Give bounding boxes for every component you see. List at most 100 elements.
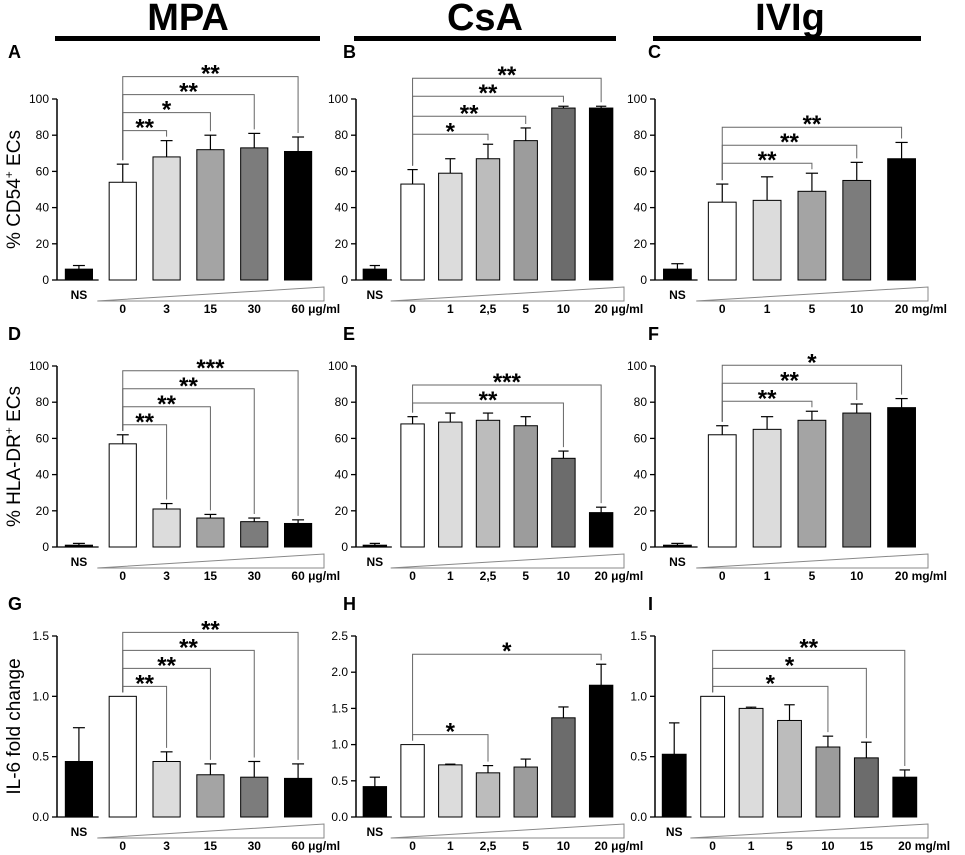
bar-1 <box>752 428 782 548</box>
dose-wedge <box>390 553 625 569</box>
bar-0 <box>700 695 726 818</box>
y-tick-label: 20 <box>634 237 648 251</box>
x-tick-label: 3 <box>163 302 170 316</box>
y-tick-label: 60 <box>36 164 50 178</box>
significance-star: ** <box>179 79 198 106</box>
dose-wedge <box>97 286 325 302</box>
x-tick-label: 5 <box>522 839 529 853</box>
x-tick-label: 1 <box>447 839 454 853</box>
y-tick-label: 2.5 <box>331 629 348 643</box>
y-tick-label: 80 <box>36 395 50 409</box>
significance-star: ** <box>758 147 777 174</box>
x-tick-label: 3 <box>163 839 170 853</box>
y-axis-label: % HLA-DR+ ECs <box>2 386 25 527</box>
panel-h: H 0.0 0.5 1.0 1.5 2.0 2.5 NS 0 1 2,5 5 10 20 μg/ml * * <box>331 594 643 853</box>
y-tick-label: 0.0 <box>331 810 348 824</box>
x-tick-label: 0 <box>409 569 416 583</box>
bar-5 <box>513 140 538 281</box>
x-tick-label: 0 <box>409 839 416 853</box>
unit-label: mg/ml <box>912 569 947 583</box>
unit-label: μg/ml <box>611 302 643 316</box>
bar-60 <box>283 150 313 281</box>
y-tick-label: 0.5 <box>32 750 49 764</box>
bar-5 <box>777 719 802 818</box>
x-label-ns: NS <box>71 288 88 302</box>
bar-10 <box>551 717 576 818</box>
panel-letter: A <box>8 42 21 62</box>
column-rule-ivig <box>653 36 921 41</box>
bar-3 <box>152 760 181 818</box>
significance-star: ** <box>803 111 822 138</box>
significance-star: ** <box>179 634 198 661</box>
bar-5 <box>513 425 538 548</box>
x-tick-label: 10 <box>850 569 864 583</box>
y-tick-label: 1.5 <box>32 629 49 643</box>
x-tick-label: 15 <box>860 839 874 853</box>
significance-bracket <box>122 649 255 758</box>
dose-wedge <box>97 823 325 839</box>
y-tick-label: 40 <box>335 201 349 215</box>
x-tick-label: 20 <box>594 569 608 583</box>
y-tick-label: 0 <box>42 273 49 287</box>
panel-letter: H <box>343 594 356 614</box>
x-tick-label: 15 <box>204 569 218 583</box>
y-tick-label: 60 <box>335 164 349 178</box>
x-tick-label: 1 <box>447 569 454 583</box>
bar-5 <box>797 419 827 548</box>
significance-star: ** <box>201 61 220 88</box>
x-tick-label: 10 <box>557 302 571 316</box>
significance-star: ** <box>780 367 799 394</box>
bar-0 <box>707 201 737 281</box>
y-tick-label: 0.5 <box>331 774 348 788</box>
significance-bracket <box>412 653 602 741</box>
bar-ns <box>661 753 687 818</box>
y-tick-label: 1.5 <box>630 629 647 643</box>
x-label-ns: NS <box>367 288 384 302</box>
x-tick-label: 30 <box>248 569 262 583</box>
significance-star: * <box>502 638 512 665</box>
y-tick-label: 60 <box>36 431 50 445</box>
panel-letter: B <box>343 42 356 62</box>
significance-star: * <box>807 349 817 376</box>
bar-5 <box>797 190 827 281</box>
significance-star: * <box>162 97 172 124</box>
bar-30 <box>240 521 269 548</box>
bar-10 <box>842 412 872 548</box>
y-tick-label: 1.0 <box>331 738 348 752</box>
significance-star: ** <box>201 616 220 643</box>
x-tick-label: 5 <box>522 569 529 583</box>
bar-1 <box>752 199 782 281</box>
column-rule-csa <box>354 36 616 41</box>
x-tick-label: 5 <box>522 302 529 316</box>
bar-1 <box>438 421 463 548</box>
unit-label: μg/ml <box>308 569 340 583</box>
x-tick-label: 20 <box>594 839 608 853</box>
significance-star: ** <box>758 385 777 412</box>
x-tick-label: 60 <box>291 302 305 316</box>
bar-10 <box>842 179 872 281</box>
y-tick-label: 100 <box>29 359 49 373</box>
y-tick-label: 0.5 <box>630 750 647 764</box>
dose-wedge <box>696 286 929 302</box>
significance-bracket <box>412 384 602 504</box>
significance-bracket <box>412 77 602 166</box>
y-tick-label: 60 <box>634 164 648 178</box>
bar-20 <box>887 407 916 548</box>
bar-20 <box>892 776 918 818</box>
x-tick-label: 20 <box>895 569 909 583</box>
dose-wedge <box>690 823 929 839</box>
x-tick-label: 10 <box>557 839 571 853</box>
y-tick-label: 40 <box>634 201 648 215</box>
bar-0 <box>108 443 137 548</box>
y-tick-label: 20 <box>36 237 50 251</box>
x-label-ns: NS <box>666 825 683 839</box>
bar-30 <box>240 147 269 281</box>
x-tick-label: 1 <box>764 569 771 583</box>
bar-15 <box>196 517 225 548</box>
x-tick-label: 0 <box>119 302 126 316</box>
panel-letter: E <box>343 324 355 344</box>
x-label-ns: NS <box>71 825 88 839</box>
